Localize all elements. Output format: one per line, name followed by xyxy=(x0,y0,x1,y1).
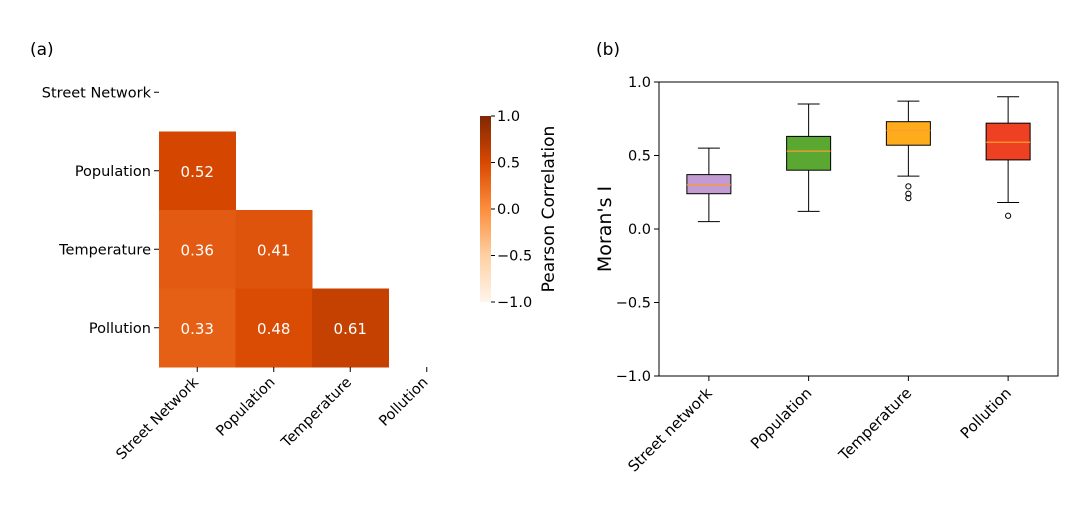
box-street-network xyxy=(687,148,731,222)
y-tick-label: −1.0 xyxy=(616,369,651,385)
col-label: Population xyxy=(213,375,278,440)
row-label: Street Network xyxy=(42,85,152,101)
heatmap-cell-value: 0.61 xyxy=(334,320,367,338)
x-tick-label: Street network xyxy=(624,384,716,476)
box-pollution xyxy=(986,97,1030,219)
x-tick-label: Pollution xyxy=(957,384,1015,442)
box-temperature xyxy=(886,101,930,201)
heatmap-cell-value: 0.36 xyxy=(181,241,214,259)
boxplot-panel: (b) 1.0 0.5 0.0 −0.5 −1.0 Street network Popu… xyxy=(594,40,1058,476)
colorbar-tick-label: 0.5 xyxy=(497,156,520,172)
box-iqr xyxy=(687,175,731,194)
col-label: Temperature xyxy=(278,374,355,451)
box-population xyxy=(787,104,831,211)
heatmap-cell-value: 0.48 xyxy=(257,320,290,338)
panel-a-label: (a) xyxy=(30,40,54,60)
colorbar-tick-label: 1.0 xyxy=(497,109,520,125)
box-iqr xyxy=(886,122,930,146)
panel-b-label: (b) xyxy=(596,40,620,60)
colorbar-tick-label: 0.0 xyxy=(497,202,520,218)
y-axis-label: Moran's I xyxy=(594,186,616,272)
colorbar-gradient xyxy=(480,116,491,302)
outlier-point xyxy=(906,184,911,189)
heatmap-panel: (a) 0.52 0.36 0.41 0.33 0.48 0.61 Street Netw… xyxy=(30,40,559,463)
y-tick-label: 1.0 xyxy=(628,75,651,91)
heatmap-cell-value: 0.52 xyxy=(181,163,214,181)
y-tick-label: −0.5 xyxy=(616,296,651,312)
colorbar: 1.0 0.5 0.0 −0.5 −1.0 Pearson Correlation xyxy=(480,109,559,311)
col-label: Street Network xyxy=(114,374,203,463)
row-label: Temperature xyxy=(58,242,151,258)
x-tick-label: Temperature xyxy=(835,384,916,465)
box-iqr xyxy=(787,136,831,170)
heatmap-cell-value: 0.41 xyxy=(257,241,290,259)
heatmap-cell-value: 0.33 xyxy=(181,320,214,338)
outlier-point xyxy=(1006,213,1011,218)
col-label: Pollution xyxy=(376,375,431,430)
y-tick-label: 0.0 xyxy=(628,222,651,238)
colorbar-label: Pearson Correlation xyxy=(539,126,559,293)
row-label: Population xyxy=(75,164,151,180)
x-tick-label: Population xyxy=(747,384,815,452)
figure: (a) 0.52 0.36 0.41 0.33 0.48 0.61 Street Netw… xyxy=(0,0,1079,517)
box-iqr xyxy=(986,123,1030,160)
colorbar-tick-label: −1.0 xyxy=(497,295,532,311)
y-tick-label: 0.5 xyxy=(628,149,651,165)
colorbar-tick-label: −0.5 xyxy=(497,249,532,265)
row-label: Pollution xyxy=(89,321,151,337)
